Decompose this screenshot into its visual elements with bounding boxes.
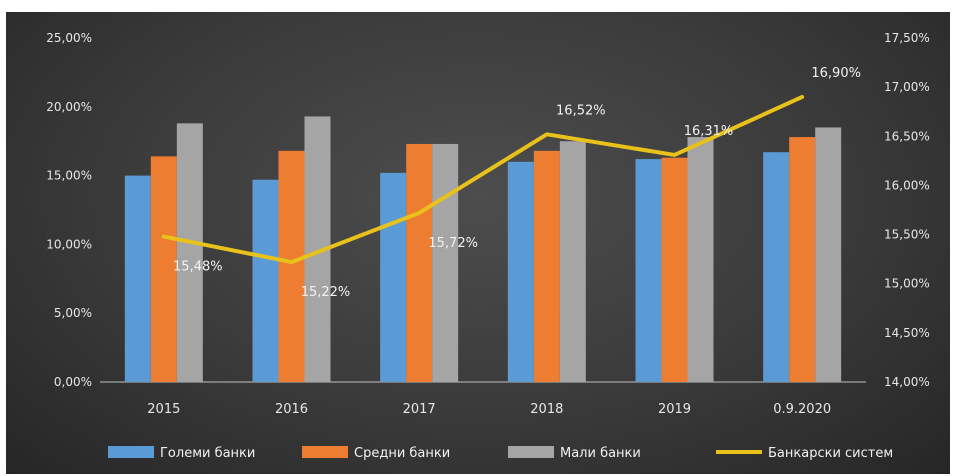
y-right-tick-label: 15,00% bbox=[884, 277, 930, 291]
y-left-tick-label: 25,00% bbox=[46, 31, 92, 45]
line-data-label: 16,52% bbox=[556, 103, 606, 118]
line-data-label: 16,31% bbox=[684, 124, 734, 139]
bar-1-2018 bbox=[507, 161, 534, 382]
x-tick-label: 2017 bbox=[403, 402, 436, 417]
line-data-label: 15,48% bbox=[173, 260, 223, 275]
line-data-label: 16,90% bbox=[811, 66, 861, 81]
bar-3-2019 bbox=[687, 137, 714, 382]
legend-label: Големи банки bbox=[160, 446, 255, 461]
y-right-tick-label: 16,50% bbox=[884, 129, 930, 143]
y-right-tick-label: 16,00% bbox=[884, 178, 930, 192]
bar-2-0.9.2020 bbox=[789, 137, 816, 382]
y-left-axis: 0,00% 5,00% 10,00% 15,00% 20,00% 25,00% bbox=[46, 31, 92, 389]
y-left-tick-label: 0,00% bbox=[54, 375, 92, 389]
line-banking-system bbox=[161, 94, 805, 265]
bar-1-0.9.2020 bbox=[763, 152, 790, 382]
legend-label: Банкарски систем bbox=[768, 446, 893, 461]
legend-swatch bbox=[302, 446, 348, 458]
y-left-tick-label: 20,00% bbox=[46, 100, 92, 114]
bar-3-2015 bbox=[176, 123, 203, 382]
bar-2-2015 bbox=[150, 156, 177, 382]
y-left-tick-label: 5,00% bbox=[54, 306, 92, 320]
legend-swatch bbox=[508, 446, 554, 458]
bar-2-2019 bbox=[661, 157, 688, 382]
y-right-tick-label: 17,00% bbox=[884, 80, 930, 94]
legend-label: Средни банки bbox=[354, 446, 450, 461]
y-right-axis: 14,00% 14,50% 15,00% 15,50% 16,00% 16,50% 17,0… bbox=[884, 31, 930, 389]
y-right-tick-label: 14,00% bbox=[884, 375, 930, 389]
y-left-tick-label: 10,00% bbox=[46, 237, 92, 251]
bar-2-2017 bbox=[406, 143, 433, 382]
bars bbox=[124, 116, 842, 382]
x-tick-label: 2016 bbox=[275, 402, 308, 417]
bar-1-2015 bbox=[124, 175, 151, 382]
legend-swatch bbox=[108, 446, 154, 458]
x-tick-label: 2019 bbox=[658, 402, 691, 417]
legend: Големи банки Средни банки Мали банки Банкар… bbox=[108, 446, 893, 461]
y-right-tick-label: 15,50% bbox=[884, 228, 930, 242]
x-tick-label: 2015 bbox=[147, 402, 180, 417]
bar-3-2018 bbox=[559, 141, 586, 382]
bar-1-2016 bbox=[252, 179, 279, 382]
bar-3-0.9.2020 bbox=[815, 127, 842, 382]
line-series: 15,48% 15,22% 15,72% 16,52% 16,31% 16,90% bbox=[161, 66, 861, 300]
y-left-tick-label: 15,00% bbox=[46, 169, 92, 183]
bar-2-2018 bbox=[533, 150, 560, 382]
line-data-label: 15,72% bbox=[428, 236, 478, 251]
bar-3-2017 bbox=[432, 143, 459, 382]
line-data-label: 15,22% bbox=[301, 285, 351, 300]
x-tick-label: 0.9.2020 bbox=[773, 402, 831, 417]
bar-1-2019 bbox=[635, 159, 662, 382]
y-right-tick-label: 14,50% bbox=[884, 326, 930, 340]
x-tick-label: 2018 bbox=[530, 402, 563, 417]
legend-label: Мали банки bbox=[560, 446, 641, 461]
y-right-tick-label: 17,50% bbox=[884, 31, 930, 45]
x-axis: 2015 2016 2017 2018 2019 0.9.2020 bbox=[147, 402, 831, 417]
bar-2-2016 bbox=[278, 150, 305, 382]
bar-1-2017 bbox=[380, 172, 407, 382]
